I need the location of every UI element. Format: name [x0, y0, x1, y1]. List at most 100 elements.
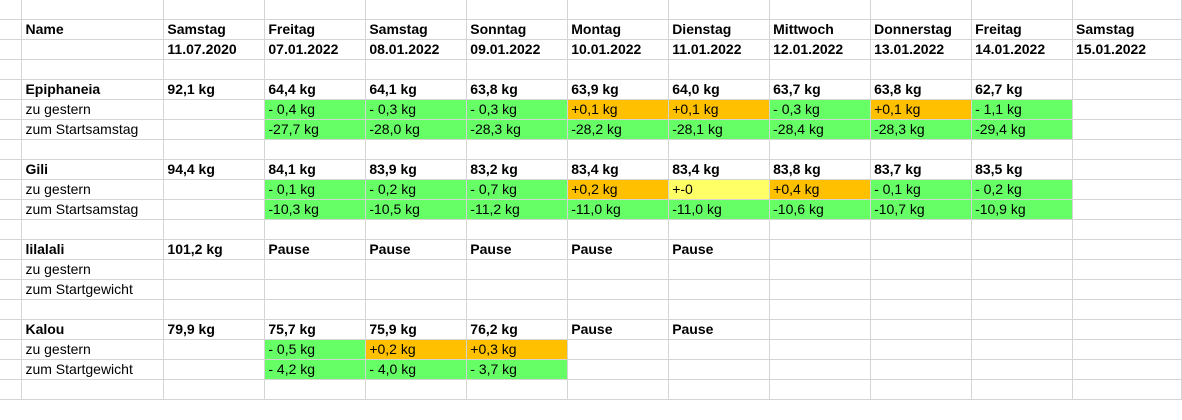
delta-cell[interactable]: -29,4 kg: [971, 119, 1074, 140]
delta-cell[interactable]: -28,2 kg: [567, 119, 670, 140]
empty-cell[interactable]: [21, 219, 165, 240]
empty-cell[interactable]: [668, 219, 771, 240]
header-date[interactable]: 11.07.2020: [163, 39, 266, 60]
weight-cell[interactable]: 83,4 kg: [567, 159, 670, 180]
weight-cell[interactable]: [870, 239, 973, 260]
delta-cell[interactable]: [971, 339, 1074, 360]
empty-cell[interactable]: [769, 219, 872, 240]
weight-cell[interactable]: 64,1 kg: [365, 79, 468, 100]
empty-cell[interactable]: [264, 59, 367, 80]
delta-cell[interactable]: -28,4 kg: [769, 119, 872, 140]
delta-cell[interactable]: - 4,0 kg: [365, 359, 468, 380]
person-name[interactable]: lilalali: [21, 239, 165, 260]
empty-cell[interactable]: [0, 259, 23, 280]
row-label[interactable]: zu gestern: [21, 339, 165, 360]
empty-cell[interactable]: [21, 0, 165, 20]
row-label[interactable]: zum Startgewicht: [21, 359, 165, 380]
empty-cell[interactable]: [466, 139, 569, 160]
empty-cell[interactable]: [163, 299, 266, 320]
empty-cell[interactable]: [163, 139, 266, 160]
empty-cell[interactable]: [264, 139, 367, 160]
empty-cell[interactable]: [0, 39, 23, 60]
weight-cell[interactable]: 101,2 kg: [163, 239, 266, 260]
empty-cell[interactable]: [0, 319, 23, 340]
empty-cell[interactable]: [1072, 139, 1182, 160]
weight-cell[interactable]: [1072, 159, 1182, 180]
delta-cell[interactable]: [971, 259, 1074, 280]
header-date[interactable]: 09.01.2022: [466, 39, 569, 60]
empty-cell[interactable]: [567, 299, 670, 320]
empty-cell[interactable]: [567, 139, 670, 160]
empty-cell[interactable]: [971, 0, 1074, 20]
empty-cell[interactable]: [1072, 59, 1182, 80]
delta-cell[interactable]: - 0,1 kg: [264, 179, 367, 200]
empty-cell[interactable]: [971, 219, 1074, 240]
delta-cell[interactable]: [971, 359, 1074, 380]
empty-cell[interactable]: [466, 0, 569, 20]
delta-cell[interactable]: [668, 339, 771, 360]
delta-cell[interactable]: - 0,3 kg: [466, 99, 569, 120]
delta-cell[interactable]: +-0: [668, 179, 771, 200]
empty-cell[interactable]: [567, 59, 670, 80]
weight-cell[interactable]: [769, 239, 872, 260]
delta-cell[interactable]: [163, 359, 266, 380]
weight-cell[interactable]: 84,1 kg: [264, 159, 367, 180]
empty-cell[interactable]: [21, 139, 165, 160]
weight-cell[interactable]: 63,7 kg: [769, 79, 872, 100]
empty-cell[interactable]: [870, 299, 973, 320]
delta-cell[interactable]: [163, 119, 266, 140]
empty-cell[interactable]: [264, 379, 367, 400]
weight-cell[interactable]: 83,5 kg: [971, 159, 1074, 180]
empty-cell[interactable]: [870, 59, 973, 80]
delta-cell[interactable]: [163, 99, 266, 120]
weight-cell[interactable]: 62,7 kg: [971, 79, 1074, 100]
empty-cell[interactable]: [870, 0, 973, 20]
empty-cell[interactable]: [466, 299, 569, 320]
header-day[interactable]: Montag: [567, 19, 670, 40]
weight-cell[interactable]: 76,2 kg: [466, 319, 569, 340]
empty-cell[interactable]: [1072, 219, 1182, 240]
empty-cell[interactable]: [21, 379, 165, 400]
delta-cell[interactable]: - 0,2 kg: [365, 179, 468, 200]
delta-cell[interactable]: - 0,2 kg: [971, 179, 1074, 200]
empty-cell[interactable]: [668, 379, 771, 400]
delta-cell[interactable]: [1072, 119, 1182, 140]
delta-cell[interactable]: +0,2 kg: [567, 179, 670, 200]
delta-cell[interactable]: -11,0 kg: [668, 199, 771, 220]
weight-cell[interactable]: 63,9 kg: [567, 79, 670, 100]
delta-cell[interactable]: - 0,3 kg: [769, 99, 872, 120]
empty-cell[interactable]: [1072, 379, 1182, 400]
delta-cell[interactable]: [1072, 179, 1182, 200]
weight-cell[interactable]: 63,8 kg: [870, 79, 973, 100]
empty-cell[interactable]: [769, 139, 872, 160]
empty-cell[interactable]: [668, 0, 771, 20]
empty-cell[interactable]: [0, 279, 23, 300]
empty-cell[interactable]: [567, 379, 670, 400]
row-label[interactable]: zu gestern: [21, 179, 165, 200]
header-day[interactable]: Dienstag: [668, 19, 771, 40]
header-day[interactable]: Sonntag: [466, 19, 569, 40]
empty-cell[interactable]: [0, 79, 23, 100]
empty-cell[interactable]: [466, 379, 569, 400]
empty-cell[interactable]: [1072, 0, 1182, 20]
empty-cell[interactable]: [971, 139, 1074, 160]
empty-cell[interactable]: [365, 0, 468, 20]
empty-cell[interactable]: [21, 39, 165, 60]
weight-cell[interactable]: [1072, 79, 1182, 100]
weight-cell[interactable]: Pause: [365, 239, 468, 260]
weight-cell[interactable]: Pause: [567, 239, 670, 260]
empty-cell[interactable]: [163, 59, 266, 80]
empty-cell[interactable]: [0, 359, 23, 380]
empty-cell[interactable]: [0, 0, 23, 20]
delta-cell[interactable]: +0,1 kg: [567, 99, 670, 120]
delta-cell[interactable]: [163, 179, 266, 200]
delta-cell[interactable]: [870, 359, 973, 380]
weight-cell[interactable]: 83,2 kg: [466, 159, 569, 180]
delta-cell[interactable]: +0,3 kg: [466, 339, 569, 360]
delta-cell[interactable]: [870, 339, 973, 360]
delta-cell[interactable]: [163, 259, 266, 280]
delta-cell[interactable]: -10,9 kg: [971, 199, 1074, 220]
delta-cell[interactable]: -10,6 kg: [769, 199, 872, 220]
empty-cell[interactable]: [668, 299, 771, 320]
empty-cell[interactable]: [0, 339, 23, 360]
